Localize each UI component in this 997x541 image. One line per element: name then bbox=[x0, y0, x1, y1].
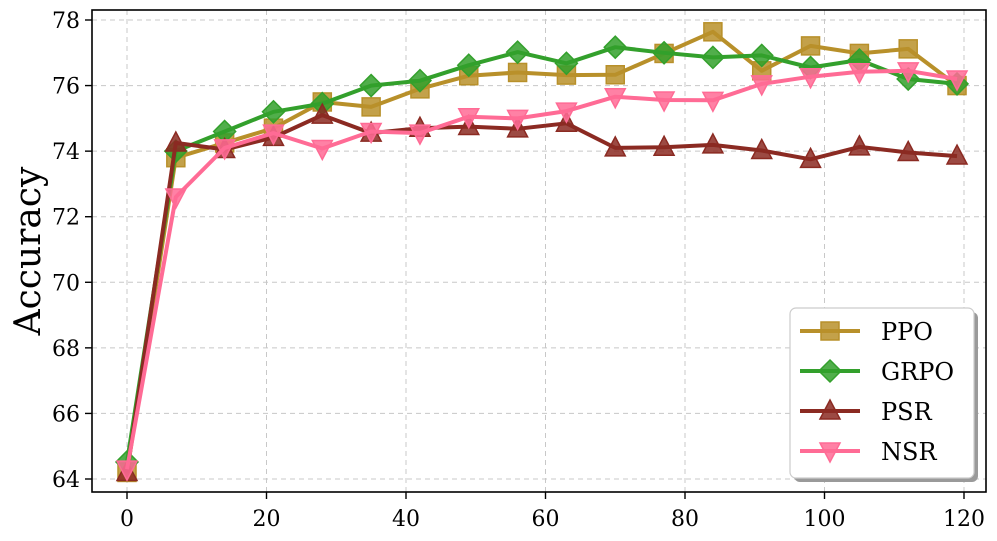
triangle-up-marker bbox=[848, 134, 871, 156]
triangle-down-marker bbox=[115, 460, 139, 482]
y-tick-label: 68 bbox=[52, 337, 80, 362]
triangle-down-marker bbox=[359, 122, 383, 145]
legend-label: GRPO bbox=[881, 358, 954, 386]
triangle-down-marker bbox=[213, 139, 236, 161]
diamond-marker bbox=[554, 51, 579, 76]
triangle-down-marker bbox=[896, 62, 920, 84]
plot-frame bbox=[91, 9, 987, 493]
triangle-up-marker bbox=[311, 102, 334, 124]
legend-box bbox=[789, 307, 975, 479]
y-tick-label: 72 bbox=[52, 206, 80, 231]
diamond-marker bbox=[603, 35, 628, 60]
diamond-marker bbox=[261, 99, 286, 124]
triangle-down-marker bbox=[652, 91, 676, 113]
series-nsr bbox=[115, 62, 969, 482]
triangle-down-marker bbox=[555, 102, 578, 124]
x-tick-label: 120 bbox=[943, 507, 985, 532]
y-tick-label: 64 bbox=[52, 468, 80, 493]
legend-item-ppo: PPO bbox=[800, 318, 933, 346]
triangle-up-marker bbox=[750, 137, 773, 160]
series-line bbox=[125, 68, 958, 470]
diamond-marker bbox=[505, 40, 530, 65]
legend-item-grpo: GRPO bbox=[800, 358, 954, 386]
y-tick-label: 70 bbox=[52, 271, 80, 296]
triangle-up-marker bbox=[652, 134, 676, 156]
x-axis: 0 20 40 60 80 100 120 bbox=[120, 492, 985, 532]
legend-item-psr: PSR bbox=[800, 398, 933, 426]
diamond-marker bbox=[652, 40, 677, 65]
triangle-up-marker bbox=[164, 130, 188, 152]
legend-label: PPO bbox=[881, 318, 933, 346]
legend-diamond-marker bbox=[817, 358, 843, 384]
x-tick-label: 80 bbox=[671, 507, 699, 532]
triangle-up-marker bbox=[604, 135, 627, 157]
diamond-marker bbox=[749, 43, 774, 68]
y-axis: 64 66 68 70 72 74 76 78 bbox=[52, 9, 92, 493]
triangle-down-marker bbox=[848, 63, 871, 85]
triangle-down-marker bbox=[408, 124, 432, 146]
y-tick-label: 78 bbox=[52, 9, 80, 34]
triangle-down-marker bbox=[799, 67, 822, 90]
triangle-down-marker bbox=[506, 109, 529, 131]
y-axis-title: Accuracy bbox=[8, 166, 49, 336]
square-marker bbox=[898, 39, 918, 59]
triangle-down-marker bbox=[945, 70, 969, 92]
diamond-marker bbox=[407, 68, 433, 93]
series-layer bbox=[114, 22, 970, 483]
x-tick-label: 40 bbox=[392, 507, 420, 532]
diamond-marker bbox=[359, 73, 384, 98]
triangle-up-marker bbox=[701, 132, 725, 154]
legend-label: PSR bbox=[881, 398, 933, 426]
x-tick-label: 60 bbox=[532, 507, 560, 532]
x-tick-label: 20 bbox=[253, 507, 281, 532]
triangle-down-marker bbox=[164, 188, 188, 210]
x-tick-label: 100 bbox=[804, 507, 846, 532]
y-tick-label: 74 bbox=[52, 140, 80, 165]
diamond-marker bbox=[456, 53, 481, 78]
y-tick-label: 66 bbox=[52, 402, 80, 427]
legend: PPO GRPO PSR NSR bbox=[789, 307, 978, 482]
triangle-down-marker bbox=[311, 139, 334, 162]
square-marker bbox=[800, 36, 821, 56]
grid-lines bbox=[92, 10, 986, 492]
x-tick-label: 0 bbox=[120, 507, 134, 532]
square-marker bbox=[703, 22, 723, 42]
square-marker bbox=[361, 97, 381, 117]
triangle-up-marker bbox=[896, 139, 920, 162]
legend-triangle-up-marker bbox=[818, 398, 842, 420]
series-line bbox=[125, 113, 958, 473]
triangle-down-marker bbox=[457, 107, 481, 130]
triangle-up-marker bbox=[799, 146, 822, 169]
y-tick-label: 76 bbox=[52, 75, 80, 100]
triangle-down-marker bbox=[262, 124, 285, 146]
triangle-down-marker bbox=[750, 75, 773, 97]
legend-label: NSR bbox=[881, 438, 937, 466]
legend-triangle-down-marker bbox=[818, 442, 842, 464]
triangle-down-marker bbox=[604, 87, 627, 110]
legend-item-nsr: NSR bbox=[800, 438, 937, 466]
triangle-up-marker bbox=[945, 143, 969, 165]
legend-square-marker bbox=[820, 321, 840, 341]
square-marker bbox=[605, 65, 625, 85]
square-marker bbox=[507, 62, 528, 83]
triangle-down-marker bbox=[701, 91, 725, 113]
diamond-marker bbox=[700, 45, 725, 70]
